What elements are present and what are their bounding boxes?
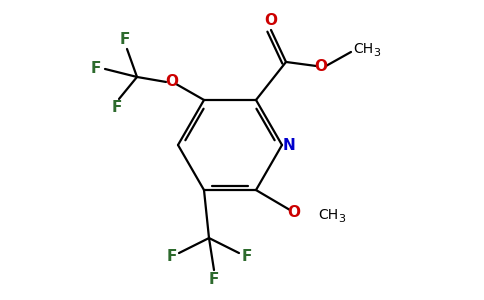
- Text: F: F: [112, 100, 122, 116]
- Text: O: O: [287, 205, 301, 220]
- Text: F: F: [167, 248, 177, 263]
- Text: F: F: [120, 32, 130, 47]
- Text: N: N: [283, 137, 295, 152]
- Text: F: F: [242, 248, 252, 263]
- Text: O: O: [166, 74, 179, 89]
- Text: O: O: [264, 14, 277, 28]
- Text: O: O: [315, 59, 328, 74]
- Text: CH: CH: [353, 42, 373, 56]
- Text: CH: CH: [318, 208, 338, 222]
- Text: 3: 3: [373, 48, 380, 58]
- Text: F: F: [91, 61, 101, 76]
- Text: F: F: [209, 272, 219, 286]
- Text: 3: 3: [338, 214, 345, 224]
